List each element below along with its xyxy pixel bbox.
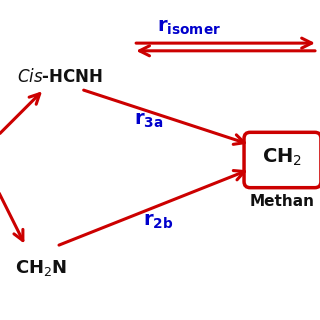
Text: Methan: Methan	[250, 194, 315, 209]
Text: $\it{Cis}$-HCNH: $\it{Cis}$-HCNH	[17, 68, 102, 86]
Text: CH$_2$: CH$_2$	[262, 146, 302, 168]
FancyBboxPatch shape	[244, 132, 320, 188]
Text: CH$_2$N: CH$_2$N	[15, 258, 67, 278]
Text: r$_{\mathbf{2b}}$: r$_{\mathbf{2b}}$	[143, 212, 173, 231]
Text: r$_{\mathbf{isomer}}$: r$_{\mathbf{isomer}}$	[156, 18, 221, 37]
Text: r$_{\mathbf{3a}}$: r$_{\mathbf{3a}}$	[134, 110, 164, 130]
